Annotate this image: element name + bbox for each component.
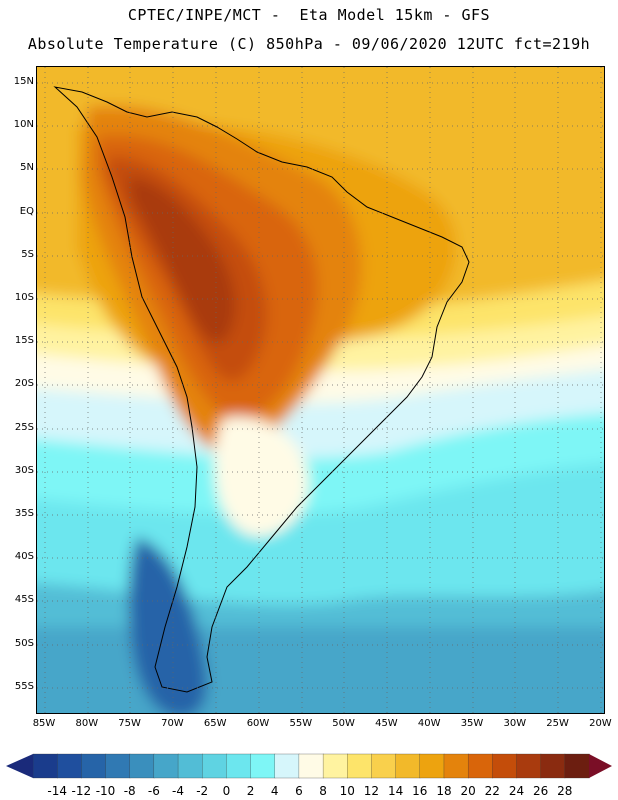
colorbar-box	[274, 753, 300, 779]
lat-label: 35S	[14, 508, 34, 519]
colorbar-box	[81, 753, 107, 779]
colorbar-tick-label: 26	[533, 784, 549, 798]
map-title: CPTEC/INPE/MCT - Eta Model 15km - GFS	[127, 6, 491, 24]
colorbar-box	[516, 753, 542, 779]
colorbar-box	[226, 753, 252, 779]
colorbar-box	[177, 753, 203, 779]
colorbar-tick-label: 10	[339, 784, 355, 798]
colorbar-box	[467, 753, 493, 779]
colorbar-box	[492, 753, 518, 779]
colorbar-tick-label: -2	[196, 784, 209, 798]
colorbar-tick-label: 6	[295, 784, 303, 798]
colorbar-tick-label: 14	[387, 784, 404, 798]
colorbar-box	[443, 753, 469, 779]
colorbar-box	[129, 753, 155, 779]
colorbar-box	[419, 753, 445, 779]
lon-label: 25W	[546, 718, 569, 729]
colorbar-box	[250, 753, 276, 779]
colorbar-low-arrow	[6, 754, 33, 778]
colorbar-tick-label: 18	[436, 784, 452, 798]
lon-label: 40W	[417, 718, 441, 729]
lon-label: 70W	[161, 718, 184, 729]
colorbar-box	[564, 753, 590, 779]
colorbar-tick-label: -8	[123, 784, 136, 798]
colorbar-box	[322, 753, 348, 779]
lon-label: 50W	[332, 718, 355, 729]
lon-label: 65W	[203, 718, 227, 729]
colorbar-tick-label: 22	[484, 784, 500, 798]
colorbar-tick-label: 24	[508, 784, 525, 798]
colorbar-box	[57, 753, 82, 779]
lat-label: 55S	[14, 680, 34, 692]
map-subtitle: Absolute Temperature (C) 850hPa - 09/06/…	[27, 35, 591, 53]
lon-label: 30W	[503, 718, 527, 729]
colorbar-box	[540, 753, 566, 779]
lon-label: 75W	[118, 718, 141, 729]
lon-label: 20W	[589, 718, 612, 729]
colorbar-tick-label: 0	[222, 784, 231, 798]
lat-label: 40S	[14, 551, 34, 563]
lat-label: EQ	[19, 205, 34, 217]
colorbar-tick-label: -12	[71, 784, 92, 798]
colorbar-tick-label: 28	[557, 784, 573, 798]
lat-label: 25S	[14, 421, 34, 433]
colorbar-tick-label: -10	[95, 784, 116, 798]
temperature-field	[37, 67, 604, 713]
colorbar-box	[202, 753, 228, 779]
lat-label: 15N	[13, 76, 34, 87]
lat-label: 30S	[14, 464, 34, 476]
colorbar-box	[395, 753, 421, 779]
colorbar-box	[298, 753, 324, 779]
colorbar-box	[32, 753, 58, 779]
colorbar-tick-label: -4	[172, 784, 185, 798]
lat-label: 10N	[13, 119, 34, 131]
colorbar-tick-label: 2	[246, 784, 255, 798]
colorbar-tick-label: -14	[47, 784, 67, 798]
colorbar-tick-label: 16	[412, 784, 428, 798]
lon-label: 80W	[75, 718, 99, 729]
lat-label: 15S	[14, 335, 34, 347]
lon-label: 60W	[246, 718, 270, 729]
colorbar-tick-label: 12	[363, 784, 380, 798]
lat-label: 5N	[20, 162, 34, 174]
lon-label: 85W	[32, 718, 56, 729]
colorbar	[6, 753, 612, 779]
lat-label: 50S	[14, 637, 34, 649]
lon-label: 45W	[375, 718, 398, 729]
lon-label: 35W	[460, 718, 484, 729]
colorbar-tick-label: 20	[460, 784, 476, 798]
temperature-map	[36, 66, 605, 714]
colorbar-tick-label: 8	[319, 784, 327, 798]
lat-label: 10S	[14, 292, 34, 303]
colorbar-box	[153, 753, 179, 779]
colorbar-tick-label: -6	[147, 784, 160, 798]
colorbar-box	[347, 753, 373, 779]
colorbar-box	[371, 753, 397, 779]
colorbar-high-arrow	[589, 754, 612, 778]
lat-label: 20S	[14, 378, 34, 390]
colorbar-box	[105, 753, 131, 779]
lon-label: 55W	[289, 718, 313, 729]
lat-label: 5S	[21, 248, 34, 260]
colorbar-tick-label: 4	[270, 784, 279, 798]
lat-label: 45S	[14, 594, 34, 606]
